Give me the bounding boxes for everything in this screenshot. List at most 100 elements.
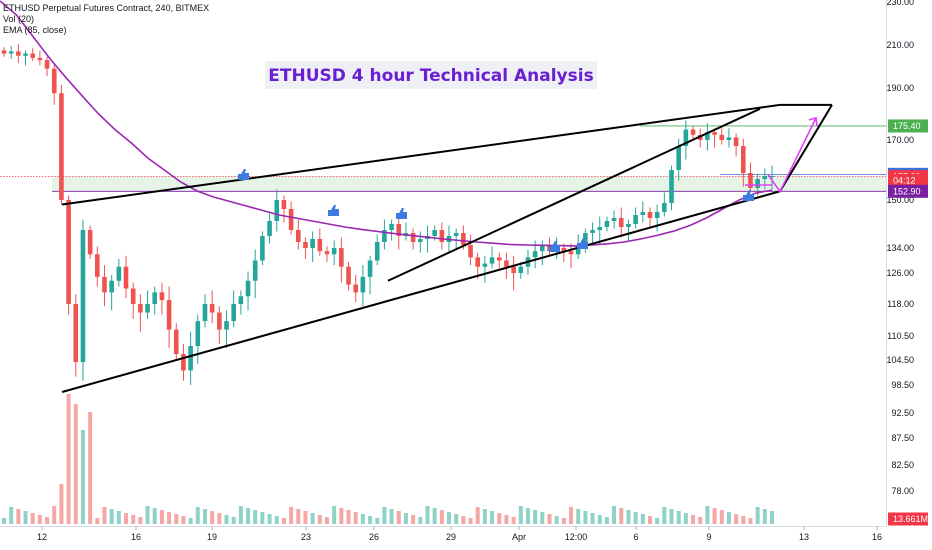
volume-bar (88, 412, 93, 524)
candle-body (123, 266, 129, 289)
thumbs-up-cuff (577, 243, 580, 249)
volume-bar (518, 506, 523, 524)
volume-bar (497, 513, 502, 524)
thumbs-up-cuff (328, 210, 331, 216)
candle-body (705, 132, 710, 140)
volume-bar (260, 512, 265, 524)
candle-body (590, 230, 595, 233)
candle-body (95, 254, 100, 277)
volume-bar (547, 514, 552, 524)
volume-bar (181, 516, 186, 524)
volume-bar (37, 515, 42, 524)
volume-bar (80, 430, 85, 524)
candle-body (238, 296, 244, 304)
volume-bar (66, 394, 71, 524)
volume-bar (626, 510, 631, 524)
volume-bar (188, 518, 193, 524)
price-tag-bg (888, 184, 928, 198)
candle-body (346, 266, 351, 285)
volume-bar (533, 510, 538, 524)
price-tick-label: 78.00 (891, 486, 914, 496)
candle-body (374, 242, 380, 261)
volume-series (2, 394, 774, 524)
price-tag-bg (888, 119, 928, 133)
volume-bar (525, 508, 530, 524)
volume-bar (296, 509, 301, 524)
volume-legend[interactable]: Vol (20) (3, 14, 35, 24)
candle-body (130, 288, 136, 304)
candle-body (66, 200, 71, 304)
candle-body (30, 53, 36, 58)
time-tick-label: Apr (512, 532, 526, 542)
time-tick-label: 9 (706, 532, 711, 542)
time-tick-label: 6 (633, 532, 638, 542)
candle-body (597, 227, 603, 230)
volume-bar (490, 511, 495, 524)
candle-body (152, 292, 158, 304)
price-tick-label: 92.50 (891, 408, 914, 418)
candle-body (762, 176, 768, 179)
ema-legend[interactable]: EMA (85, close) (3, 25, 67, 35)
candle-body (209, 304, 215, 313)
price-tick-label: 118.00 (887, 299, 914, 309)
candle-body (224, 321, 229, 330)
volume-bar (131, 515, 136, 524)
price-tag-label: 175.40 (893, 121, 921, 131)
candle-body (252, 260, 258, 281)
candle-body (432, 230, 437, 236)
forecast-path (767, 117, 817, 194)
volume-bar (346, 510, 351, 524)
volume-bar (454, 514, 459, 524)
candle-body (331, 248, 337, 255)
volume-bar (246, 508, 251, 524)
candle-body (267, 221, 272, 236)
volume-bar (540, 512, 545, 524)
volume-bar (726, 512, 731, 524)
candle-body (116, 266, 122, 281)
volume-bar (734, 514, 739, 524)
price-tag-label: 152.90 (893, 186, 921, 196)
candle-body (489, 257, 495, 264)
volume-bar (138, 517, 143, 524)
time-tick-label: 13 (799, 532, 809, 542)
candle-body (654, 212, 660, 218)
candle-body (511, 266, 516, 273)
candle-body (274, 200, 280, 221)
chart-legend: ETHUSD Perpetual Futures Contract, 240, … (3, 3, 209, 36)
volume-bar (332, 506, 337, 524)
volume-bar (640, 514, 645, 524)
candle-body (109, 280, 114, 293)
volume-bar (504, 515, 509, 524)
candle-body (461, 233, 466, 245)
volume-bar (396, 511, 401, 524)
candle-body (382, 230, 387, 242)
volume-bar (583, 511, 588, 524)
candle-body (138, 304, 143, 313)
trendline-inner-channel (387, 107, 761, 282)
thumbs-up-hand (552, 241, 560, 252)
price-tick-label: 126.00 (886, 268, 914, 278)
candle-body (712, 132, 717, 135)
candle-body (245, 280, 251, 297)
trendline-wedge-upper (61, 103, 781, 206)
volume-bar (576, 509, 581, 524)
candle-body (181, 354, 186, 371)
volume-bar (202, 509, 207, 524)
candle-body (389, 224, 394, 230)
candle-body (669, 170, 674, 203)
price-tick-label: 210.00 (886, 40, 914, 50)
volume-bar (73, 404, 78, 524)
volume-bar (633, 512, 638, 524)
volume-bar (167, 512, 172, 524)
candle-body (417, 239, 423, 242)
candle-body (647, 212, 653, 218)
symbol-legend[interactable]: ETHUSD Perpetual Futures Contract, 240, … (3, 3, 210, 13)
volume-bar (95, 518, 100, 524)
volume-bar (511, 517, 516, 524)
candle-body (173, 329, 179, 354)
volume-bar (217, 513, 222, 524)
candle-body (662, 203, 667, 212)
volume-bar (612, 506, 617, 524)
